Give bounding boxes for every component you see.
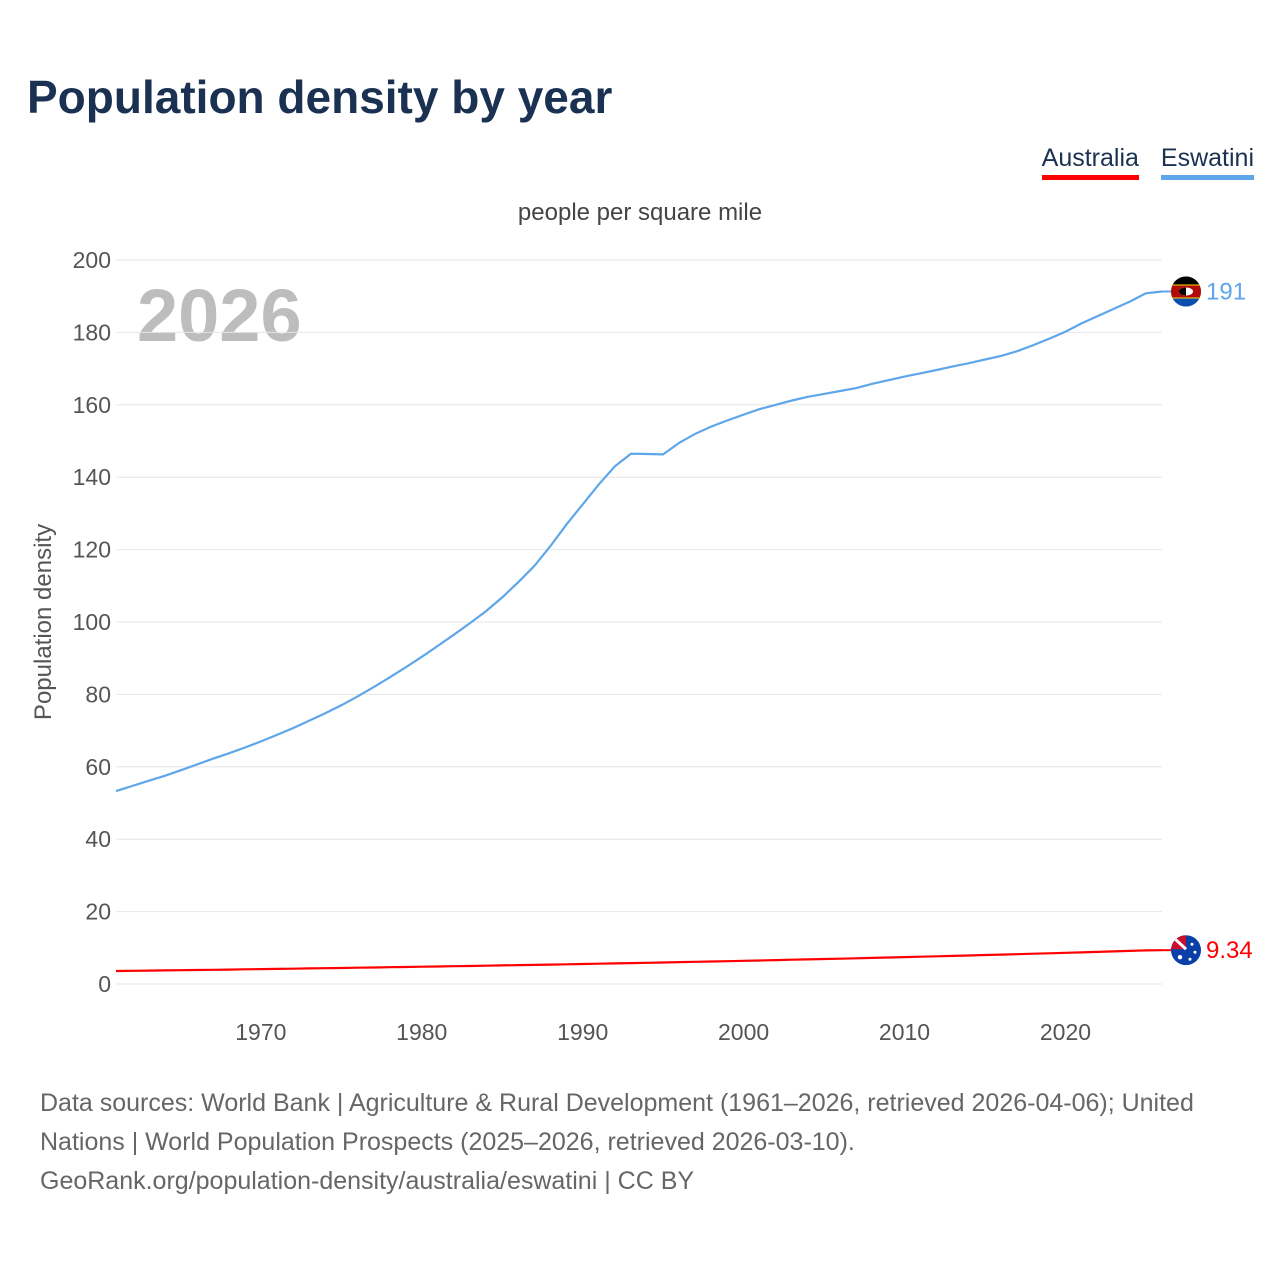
x-tick-label: 2000 [718,1019,769,1045]
y-tick-label: 0 [98,971,111,997]
y-tick-label: 20 [85,899,111,925]
end-value-label-eswatini: 191 [1206,278,1246,305]
y-tick-label: 80 [85,681,111,707]
chart: people per square mile Population densit… [30,199,1253,1045]
x-tick-label: 1980 [396,1019,447,1045]
y-tick-label: 120 [73,537,111,563]
y-tick-label: 100 [73,609,111,635]
y-tick-label: 40 [85,826,111,852]
x-tick-label: 2020 [1040,1019,1091,1045]
legend-item-australia[interactable]: Australia [1041,144,1139,180]
end-value-label-australia: 9.34 [1206,937,1253,964]
y-axis-label: Population density [30,524,57,720]
x-tick-label: 1990 [557,1019,608,1045]
y-tick-label: 160 [73,392,111,418]
year-watermark: 2026 [137,274,302,357]
series-line-eswatini[interactable] [115,290,1163,793]
y-tick-label: 200 [73,247,111,273]
x-tick-label: 1970 [235,1019,286,1045]
australia-flag-icon [1171,935,1201,966]
y-tick-label: 140 [73,464,111,490]
chart-subtitle: people per square mile [518,199,762,226]
legend-item-eswatini[interactable]: Eswatini [1160,144,1254,180]
page-title: Population density by year [27,71,613,123]
series-line-australia[interactable] [115,949,1163,973]
y-tick-label: 180 [73,319,111,345]
footer: Data sources: World Bank | Agriculture &… [40,1084,1250,1201]
data-sources: Data sources: World Bank | Agriculture &… [40,1089,1194,1156]
eswatini-flag-icon [1171,276,1201,307]
y-tick-label: 60 [85,754,111,780]
attribution-link[interactable]: GeoRank.org/population-density/australia… [40,1167,695,1195]
legend: Australia Eswatini [1041,144,1254,180]
x-tick-label: 2010 [879,1019,930,1045]
